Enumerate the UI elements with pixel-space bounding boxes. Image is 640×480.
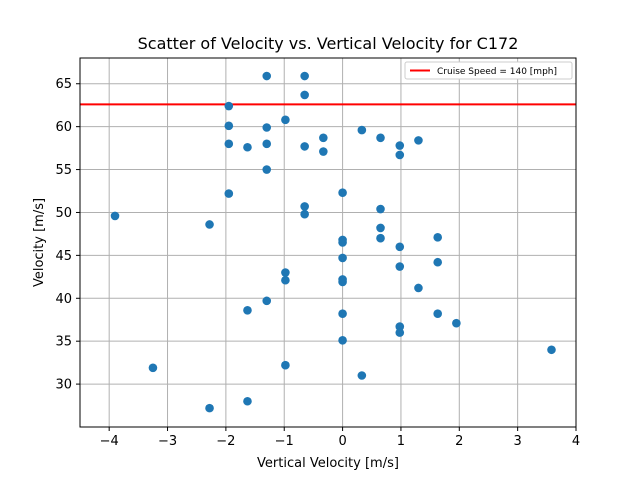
- data-point-11: [319, 133, 328, 143]
- data-point-26: [376, 223, 385, 233]
- data-point-32: [338, 253, 347, 263]
- data-point-8: [243, 142, 252, 152]
- data-point-33: [433, 257, 443, 267]
- data-point-16: [395, 150, 405, 160]
- y-axis-label: Velocity [m/s]: [32, 198, 47, 287]
- data-point-6: [281, 115, 290, 125]
- data-point-29: [338, 238, 347, 247]
- data-point-20: [338, 188, 347, 198]
- data-point-43: [433, 309, 443, 319]
- data-point-22: [300, 209, 309, 219]
- data-point-9: [262, 139, 272, 149]
- x-tick-label: −3: [158, 434, 177, 449]
- data-point-7: [224, 139, 234, 149]
- data-point-5: [262, 123, 272, 132]
- data-point-2: [300, 90, 309, 100]
- x-tick-label: −2: [216, 434, 235, 449]
- x-tick-label: 2: [455, 434, 463, 449]
- data-point-38: [338, 277, 347, 287]
- data-point-23: [376, 204, 385, 214]
- data-point-13: [357, 125, 367, 135]
- data-point-41: [243, 305, 252, 315]
- legend: Cruise Speed = 140 [mph]: [404, 61, 573, 80]
- x-tick-label: 3: [514, 434, 522, 449]
- data-point-52: [243, 396, 252, 406]
- legend-box: [404, 61, 573, 80]
- data-points: [110, 71, 556, 413]
- legend-label: Cruise Speed = 140 [mph]: [437, 67, 557, 77]
- y-tick-label: 50: [55, 206, 72, 221]
- x-tick-label: −4: [100, 434, 119, 449]
- plot-frame: [79, 57, 577, 428]
- x-tick-label: −1: [275, 434, 294, 449]
- x-axis-label: Vertical Velocity [m/s]: [257, 456, 399, 471]
- data-point-0: [262, 71, 272, 81]
- y-tick-label: 60: [55, 120, 72, 135]
- data-point-53: [205, 403, 214, 413]
- data-point-30: [433, 233, 443, 242]
- data-point-34: [395, 262, 405, 271]
- data-point-27: [376, 233, 385, 243]
- data-point-3: [224, 101, 234, 111]
- data-point-48: [547, 345, 556, 355]
- data-point-39: [414, 283, 423, 293]
- data-point-10: [300, 142, 309, 151]
- data-point-17: [414, 136, 423, 145]
- data-point-51: [357, 371, 367, 380]
- data-point-21: [300, 202, 309, 211]
- axis-ticks: −4 −3 −2 −1 0 1 2 3 4 30 35 40 45 50 55 60 65: [55, 77, 580, 449]
- data-point-45: [395, 322, 405, 331]
- data-point-40: [262, 296, 272, 306]
- data-point-18: [262, 165, 272, 174]
- data-point-46: [395, 328, 405, 337]
- y-tick-label: 65: [55, 77, 72, 92]
- x-tick-label: 1: [397, 434, 405, 449]
- chart-title: Scatter of Velocity vs. Vertical Velocit…: [138, 34, 519, 53]
- y-tick-label: 45: [55, 249, 72, 264]
- data-point-14: [376, 133, 385, 143]
- data-point-31: [395, 242, 405, 252]
- data-point-15: [395, 141, 405, 150]
- data-point-42: [338, 309, 347, 319]
- y-tick-label: 35: [55, 335, 72, 350]
- y-tick-label: 55: [55, 163, 72, 178]
- x-tick-label: 4: [572, 434, 580, 449]
- data-point-47: [338, 336, 347, 345]
- data-point-24: [110, 211, 120, 221]
- data-point-1: [300, 71, 309, 81]
- data-point-50: [148, 363, 158, 373]
- data-point-49: [281, 360, 290, 370]
- data-point-12: [319, 147, 328, 156]
- y-tick-label: 30: [55, 378, 72, 393]
- data-point-25: [205, 220, 214, 229]
- data-point-35: [281, 268, 290, 277]
- y-tick-label: 40: [55, 292, 72, 307]
- data-point-36: [281, 275, 290, 285]
- data-point-4: [224, 121, 234, 131]
- x-tick-label: 0: [338, 434, 346, 449]
- data-point-19: [224, 189, 234, 198]
- data-point-44: [452, 318, 461, 328]
